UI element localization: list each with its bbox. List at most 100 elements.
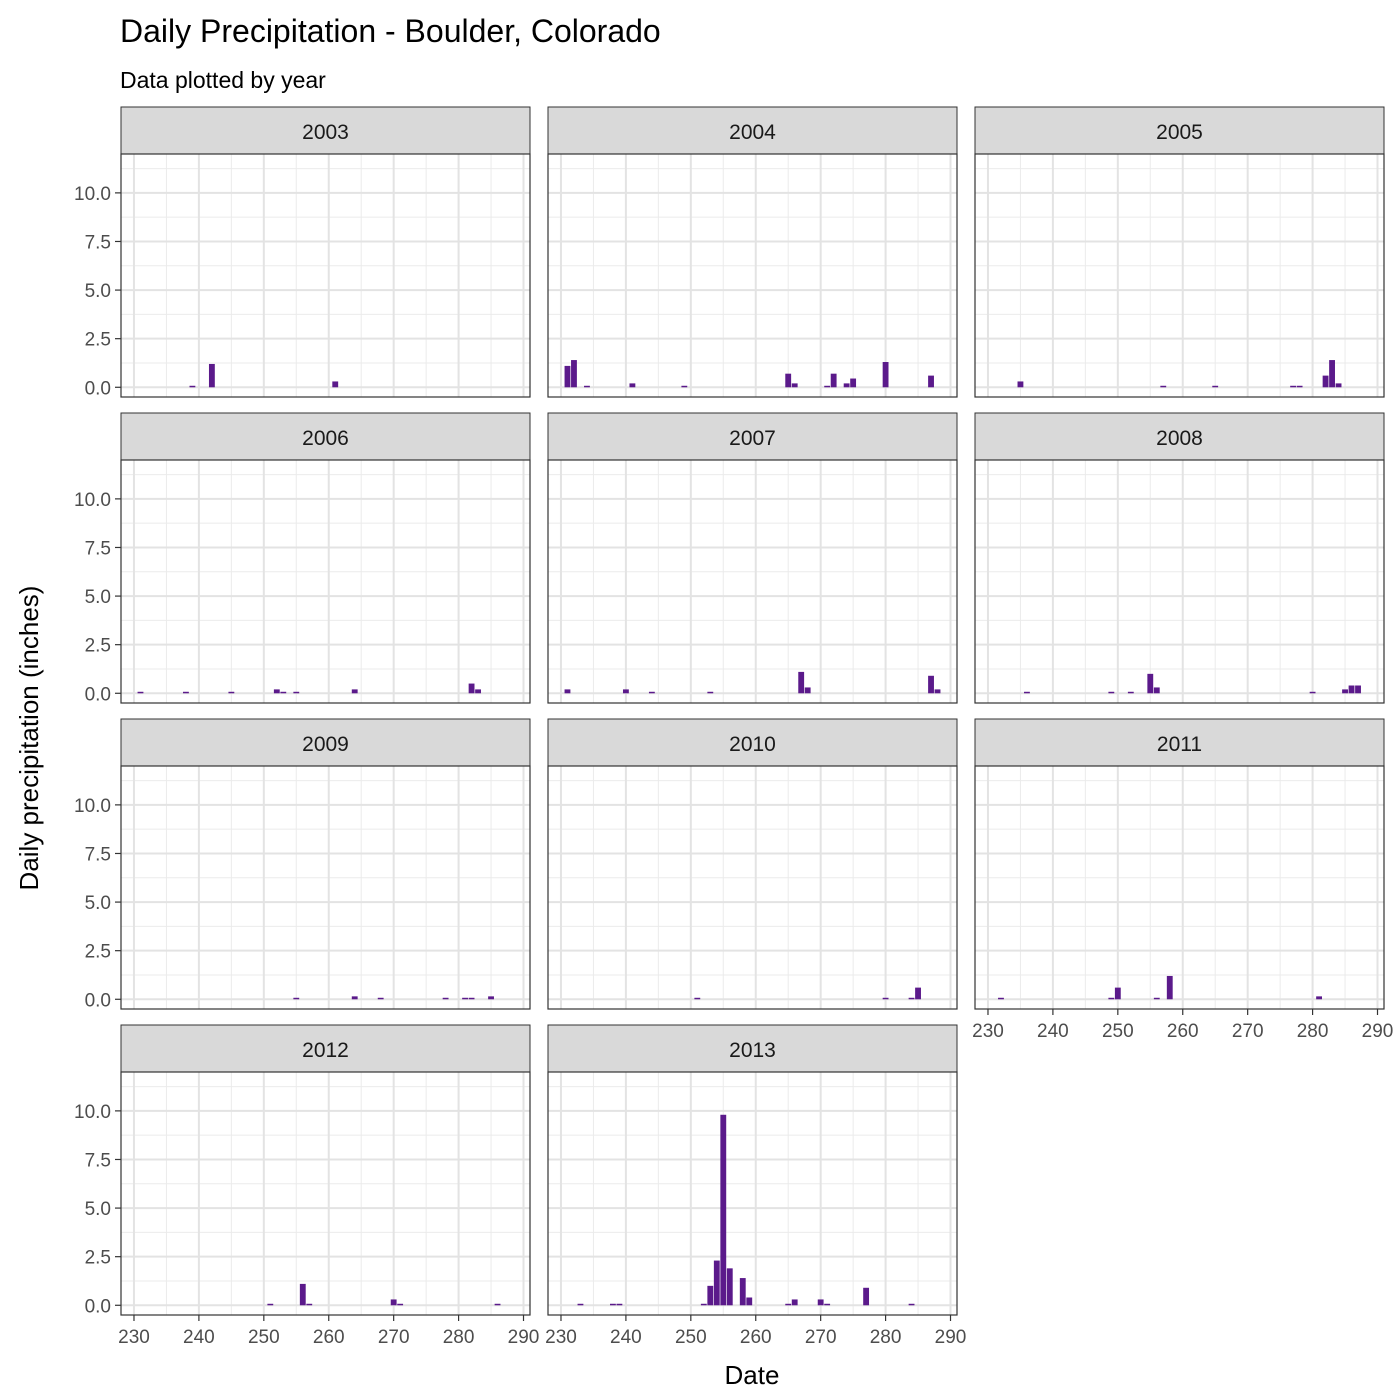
precip-bar (137, 691, 144, 694)
precip-bar (488, 996, 494, 1000)
facet-strip (547, 412, 958, 461)
x-tick-label: 270 (1232, 1021, 1264, 1042)
facet-panel-2003: 2003 0.0 2.5 5.0 7.5 10.0 (74, 106, 531, 399)
precip-bar (299, 1283, 306, 1306)
chart-subtitle: Data plotted by year (120, 67, 326, 93)
x-tick-label: 260 (313, 1327, 345, 1348)
x-tick-label: 280 (870, 1327, 902, 1348)
y-tick-label: 0.0 (85, 990, 111, 1011)
precip-bar (1108, 997, 1115, 1000)
y-tick-label: 0.0 (85, 684, 111, 705)
panel-background (548, 460, 957, 703)
precip-bar (280, 691, 287, 694)
precip-bar (824, 385, 831, 388)
panel-border (120, 459, 531, 704)
facet-label: 2009 (302, 733, 349, 756)
facet-label: 2013 (729, 1039, 776, 1062)
panel-border (547, 459, 958, 704)
precip-bar (1329, 360, 1335, 388)
precip-bar (267, 1303, 274, 1306)
facet-label: 2012 (302, 1039, 349, 1062)
facet-panel-2007: 2007 (547, 412, 958, 704)
panel-background (548, 154, 957, 397)
precip-bar (934, 689, 941, 694)
precip-bar (1114, 987, 1121, 1000)
facet-label: 2011 (1157, 733, 1202, 756)
facet-label: 2007 (729, 427, 776, 450)
x-tick-label: 250 (248, 1327, 280, 1348)
precip-bar (804, 687, 811, 694)
precip-bar (564, 365, 571, 388)
x-tick-label: 230 (972, 1021, 1004, 1042)
precip-bar (1127, 691, 1134, 694)
precip-bar (564, 689, 571, 694)
precip-bar (648, 691, 655, 694)
facet-label: 2005 (1156, 121, 1203, 144)
precip-bar (998, 997, 1004, 1000)
precip-bar (700, 1303, 707, 1306)
facet-panel-2008: 2008 (974, 412, 1385, 704)
precip-bar (390, 1299, 397, 1306)
y-tick-label: 2.5 (85, 1248, 111, 1269)
x-tick-label: 290 (1362, 1021, 1394, 1042)
y-tick-label: 7.5 (85, 538, 111, 559)
precip-bar (791, 1299, 798, 1306)
panel-border (974, 153, 1385, 398)
y-tick-label: 10.0 (74, 796, 111, 817)
x-tick-label: 290 (935, 1327, 967, 1348)
precip-bar (746, 1297, 753, 1306)
precip-bar (928, 375, 934, 388)
y-tick-label: 7.5 (85, 1150, 111, 1171)
panel-border (974, 459, 1385, 704)
facet-panel-2013: 2013 230 240 250 260 270 280 290 (545, 1024, 967, 1348)
precip-bar (189, 385, 196, 388)
panel-border (547, 765, 958, 1010)
panel-border (547, 153, 958, 398)
panel-background (975, 766, 1384, 1009)
y-tick-label: 10.0 (74, 184, 111, 205)
precip-bar (707, 1285, 714, 1306)
x-tick-label: 240 (610, 1327, 642, 1348)
precip-bar (306, 1303, 313, 1306)
precip-bar (494, 1303, 501, 1306)
precip-bar (707, 691, 714, 694)
facet-panel-2006: 2006 0.0 2.5 5.0 7.5 10.0 (74, 412, 531, 705)
precip-bar (1348, 685, 1355, 694)
facet-strip (974, 412, 1385, 461)
precip-bar (616, 1303, 623, 1306)
precip-bar (882, 362, 889, 388)
precip-bar (1290, 385, 1297, 388)
precip-bar (1166, 975, 1173, 1000)
precip-bar (824, 1303, 831, 1306)
precip-bar (1342, 689, 1348, 694)
y-axis-title: Daily precipitation (inches) (14, 586, 44, 891)
facet-strip (120, 1024, 531, 1073)
precip-bar (1147, 673, 1154, 694)
panel-background (121, 1072, 530, 1315)
precip-bar (1322, 375, 1329, 388)
x-tick-label: 240 (1037, 1021, 1069, 1042)
x-tick-label: 250 (1102, 1021, 1134, 1042)
panel-border (120, 765, 531, 1010)
facet-strip (120, 106, 531, 155)
precip-bar (785, 373, 792, 388)
facet-panel-2012: 2012 0.0 2.5 5.0 7.5 10.0 230 240 250 260 270 280 29… (74, 1024, 540, 1348)
precip-bar (293, 997, 300, 1000)
precip-bar (397, 1303, 404, 1306)
y-tick-label: 10.0 (74, 1102, 111, 1123)
panel-background (548, 766, 957, 1009)
y-tick-label: 7.5 (85, 844, 111, 865)
precip-bar (908, 1303, 915, 1306)
panel-border (120, 1071, 531, 1316)
precip-bar (584, 385, 590, 388)
x-tick-label: 290 (508, 1327, 540, 1348)
panel-border (974, 765, 1385, 1010)
facet-strip (120, 412, 531, 461)
precip-bar (1017, 381, 1024, 388)
precip-bar (791, 383, 798, 388)
precip-bar (1024, 691, 1030, 694)
precip-bar (739, 1278, 746, 1306)
facet-panel-2010: 2010 (547, 718, 958, 1010)
precip-bar (577, 1303, 584, 1306)
x-tick-label: 230 (118, 1327, 150, 1348)
